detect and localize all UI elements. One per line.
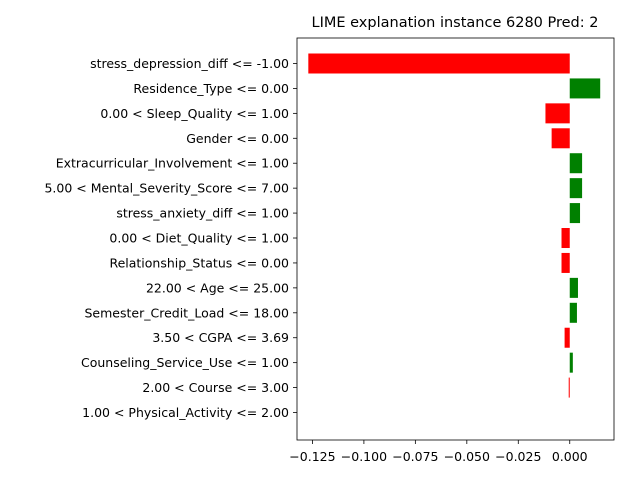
bar (308, 53, 570, 74)
bar (569, 277, 578, 298)
ytick-label: Semester_Credit_Load <= 18.00 (85, 305, 290, 320)
plot-area: stress_depression_diff <= -1.00 Residence… (44, 37, 615, 464)
xtick-label: −0.050 (444, 449, 490, 464)
chart-title: LIME explanation instance 6280 Pred: 2 (312, 15, 599, 31)
xtick-label: 0.000 (552, 449, 588, 464)
bar (561, 228, 570, 249)
bar (569, 178, 583, 199)
xtick-label: −0.125 (289, 449, 335, 464)
ytick-label: 3.50 < CGPA <= 3.69 (152, 330, 289, 345)
ytick-label: Extracurricular_Involvement <= 1.00 (56, 156, 289, 171)
ytick-label: Relationship_Status <= 0.00 (109, 255, 289, 270)
ytick-label: Counseling_Service_Use <= 1.00 (81, 355, 289, 370)
bar (564, 327, 570, 348)
bar (561, 252, 570, 273)
ytick-label: 5.00 < Mental_Severity_Score <= 7.00 (44, 181, 289, 196)
bar (568, 377, 570, 398)
xtick-label: −0.075 (392, 449, 438, 464)
xtick-label: −0.025 (495, 449, 541, 464)
bar (545, 103, 570, 124)
ytick-label: 1.00 < Physical_Activity <= 2.00 (82, 405, 289, 420)
ytick-label: 2.00 < Course <= 3.00 (142, 380, 289, 395)
bar (569, 302, 577, 323)
xtick-label: −0.100 (341, 449, 387, 464)
ytick-label: 0.00 < Sleep_Quality <= 1.00 (100, 106, 289, 121)
bar (569, 153, 583, 174)
ytick-label: stress_anxiety_diff <= 1.00 (116, 206, 289, 221)
bar (551, 128, 570, 149)
ytick-label: stress_depression_diff <= -1.00 (90, 56, 289, 71)
ytick-label: Gender <= 0.00 (186, 131, 289, 146)
bar (569, 352, 573, 373)
bar (569, 203, 581, 224)
axes-frame (296, 37, 615, 441)
ytick-label: Residence_Type <= 0.00 (133, 81, 289, 96)
ytick-label: 0.00 < Diet_Quality <= 1.00 (109, 231, 289, 246)
ytick-label: 22.00 < Age <= 25.00 (146, 280, 289, 295)
bar (569, 78, 601, 99)
